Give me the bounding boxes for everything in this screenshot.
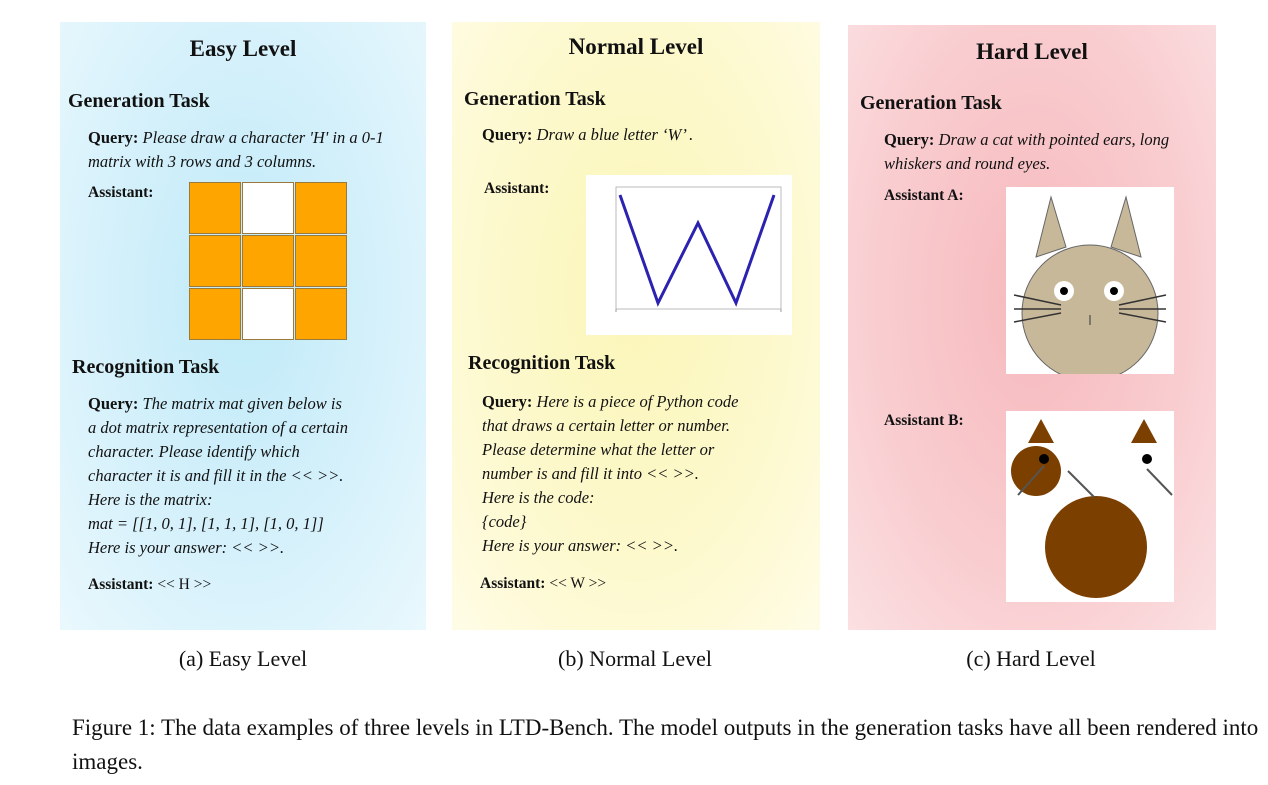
assistant-a-label: Assistant A: [884,187,964,204]
query-line: Please determine what the letter or [482,440,715,459]
query-line: Here is the matrix: [88,490,213,509]
query-text: Draw a cat with pointed ears, long whisk… [884,130,1170,173]
query-line: a dot matrix representation of a certain [88,418,348,437]
generation-query: Query: Please draw a character 'H' in a … [88,126,418,174]
matrix-cell-filled [189,288,241,340]
figure-caption: Figure 1: The data examples of three lev… [72,715,1259,774]
query-line: Here is your answer: << >>. [482,536,679,555]
assistant-label: Assistant: [484,180,550,197]
matrix-cell-filled [295,288,347,340]
query-label: Query: [88,128,139,147]
cat-b-drawing [1011,419,1173,598]
caption-easy: (a) Easy Level [178,646,308,671]
w-plot-image [586,175,792,335]
recognition-answer: Assistant: << H >> [88,576,211,594]
recognition-heading: Recognition Task [468,352,616,374]
recognition-answer: Assistant: << W >> [480,575,606,593]
query-line: {code} [482,512,527,531]
assistant-label: Assistant: [88,576,154,593]
cat-b-body [1045,496,1147,598]
cat-a-whiskers [1013,294,1167,323]
cat-b-right-ear [1131,419,1157,443]
easy-level-panel: Easy Level Generation Task Query: Please… [60,22,426,630]
cat-a-drawing [1013,195,1167,382]
query-label: Query: [482,392,533,411]
query-line: mat = [[1, 0, 1], [1, 1, 1], [1, 0, 1]] [88,514,324,533]
cat-b-image [1006,411,1174,602]
assistant-label: Assistant: [88,184,154,201]
generation-heading: Generation Task [860,92,1002,114]
w-line [618,194,776,307]
cat-b-whiskers [1017,465,1173,498]
query-text: Please draw a character 'H' in a 0-1 mat… [88,128,384,171]
matrix-cell-empty [242,182,294,234]
caption-hard: (c) Hard Level [966,646,1096,671]
plot-frame [615,186,782,310]
generation-heading: Generation Task [68,90,210,112]
matrix-cell-filled [242,235,294,287]
generation-heading: Generation Task [464,88,606,110]
matrix-cell-filled [295,235,347,287]
cat-b-left-eye [1039,454,1049,464]
query-line: Here is your answer: << >>. [88,538,285,557]
h-matrix-image [189,182,347,340]
query-text: Draw a blue letter ‘W’ . [536,125,694,144]
query-line: character. Please identify which [88,442,300,461]
cat-a-left-ear [1035,195,1067,258]
generation-query: Query: Draw a cat with pointed ears, lon… [884,128,1204,176]
query-label: Query: [884,130,935,149]
recognition-query: Query: The matrix mat given below is a d… [88,392,428,560]
assistant-label: Assistant: [480,575,546,592]
recognition-query: Query: Here is a piece of Python code th… [482,390,822,558]
query-line: Here is a piece of Python code [536,392,739,411]
hard-level-panel: Hard Level Generation Task Query: Draw a… [848,25,1216,630]
matrix-cell-filled [189,235,241,287]
tick-marks [615,309,782,312]
answer-text: << H >> [157,576,212,593]
panel-title: Hard Level [976,39,1088,64]
caption-normal: (b) Normal Level [558,646,712,671]
query-line: character it is and fill it in the << >>… [88,466,344,485]
matrix-cell-filled [295,182,347,234]
normal-level-panel: Normal Level Generation Task Query: Draw… [452,22,820,630]
matrix-cell-filled [189,182,241,234]
query-line: Here is the code: [482,488,595,507]
cat-b-left-head [1011,446,1061,496]
query-label: Query: [88,394,139,413]
query-line: number is and fill it into << >>. [482,464,699,483]
generation-query: Query: Draw a blue letter ‘W’ . [482,123,812,147]
cat-b-left-ear [1028,419,1054,443]
recognition-heading: Recognition Task [72,356,220,378]
query-line: The matrix mat given below is [142,394,342,413]
query-label: Query: [482,125,533,144]
cat-b-right-eye [1142,454,1152,464]
matrix-cell-empty [242,288,294,340]
cat-a-image [1006,187,1174,382]
panel-title: Easy Level [189,36,297,61]
w-plot [615,186,782,312]
cat-a-right-ear [1110,195,1142,258]
answer-text: << W >> [549,575,607,592]
assistant-b-label: Assistant B: [884,412,964,429]
panel-title: Normal Level [568,34,704,59]
query-line: that draws a certain letter or number. [482,416,730,435]
